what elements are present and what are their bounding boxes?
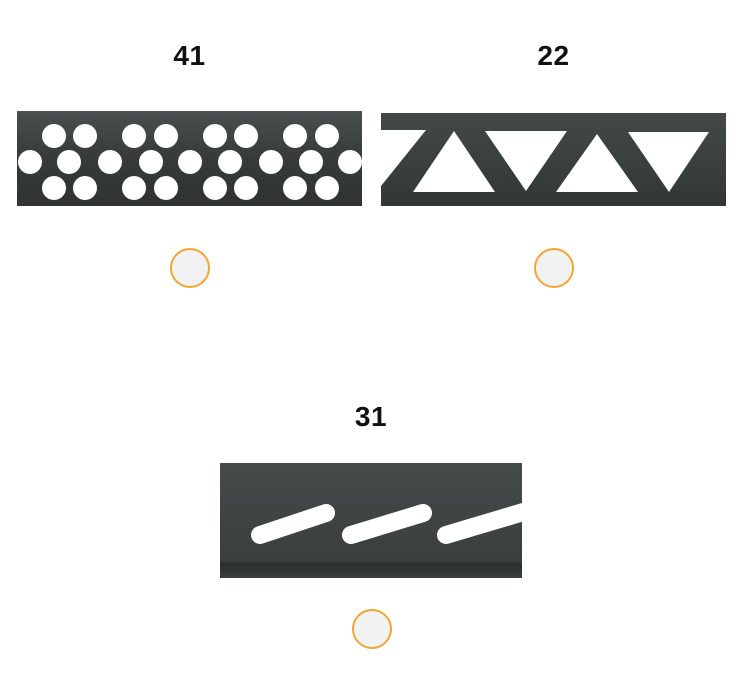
option-31[interactable]: 31 xyxy=(220,401,522,656)
option-22[interactable]: 22 xyxy=(381,40,726,295)
option-radio[interactable] xyxy=(352,609,392,649)
option-radio[interactable] xyxy=(534,248,574,288)
profile-swatch-diagonal-slots[interactable] xyxy=(220,463,522,578)
option-41[interactable]: 41 xyxy=(17,40,362,295)
option-title: 41 xyxy=(173,40,206,71)
profile-swatch-round-holes[interactable] xyxy=(17,111,362,206)
profile-swatch-triangle-cutouts[interactable] xyxy=(381,113,726,206)
option-radio[interactable] xyxy=(170,248,210,288)
option-title: 22 xyxy=(537,40,570,71)
option-title: 31 xyxy=(354,401,388,432)
